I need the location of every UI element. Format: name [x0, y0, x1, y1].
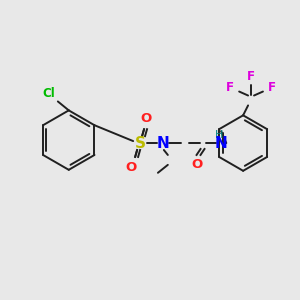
Text: F: F	[247, 70, 255, 83]
Text: N: N	[157, 136, 169, 151]
Text: O: O	[126, 161, 137, 174]
Text: S: S	[135, 136, 146, 151]
Text: O: O	[191, 158, 202, 171]
Text: N: N	[215, 136, 228, 151]
Text: H: H	[215, 130, 224, 140]
Text: F: F	[226, 81, 234, 94]
Text: O: O	[140, 112, 152, 125]
Text: F: F	[268, 81, 276, 94]
Text: Cl: Cl	[43, 87, 55, 100]
